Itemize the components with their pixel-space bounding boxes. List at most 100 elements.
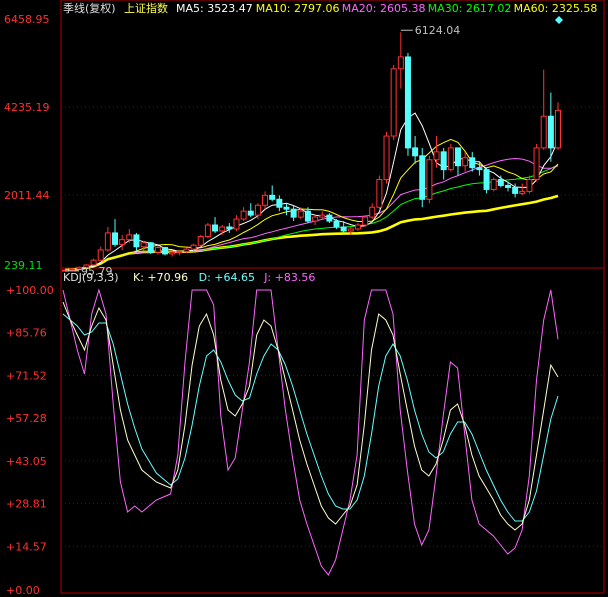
kdj-tick-label: +100.00 [6, 284, 54, 297]
price-tick-label: 239.11 [4, 259, 43, 272]
kdj-d-line [62, 313, 559, 522]
current-marker-icon [555, 16, 563, 24]
kdj-tick-label: +14.57 [6, 540, 47, 553]
candle-body [162, 247, 169, 255]
price-title: 季线(复权) [63, 1, 116, 15]
candle-body [269, 194, 276, 200]
candle-body [319, 214, 326, 218]
candle-body [262, 194, 269, 206]
kdj-lines [62, 288, 559, 576]
candle-body [362, 216, 369, 226]
candle-body [462, 157, 469, 167]
ma60-line [64, 194, 559, 272]
candle-body [133, 234, 140, 248]
kdj-panel-border [60, 267, 605, 594]
candle-body [76, 266, 83, 270]
candle-body [297, 210, 304, 218]
candle-body [219, 226, 226, 232]
candle-body [126, 234, 133, 241]
candle-body [533, 147, 540, 181]
kdj-title: KDJ(9,3,3) [63, 271, 119, 284]
candle-body [312, 216, 319, 222]
kdj-legend-item: K: +70.96 [133, 271, 188, 284]
candle-body [197, 235, 204, 246]
candle-body [483, 169, 490, 190]
ma-legend-item: MA20: 2605.38 [342, 2, 426, 15]
kdj-tick-label: +0.00 [6, 584, 40, 597]
candle-body [97, 249, 104, 261]
kdj-tick-label: +85.76 [6, 327, 47, 340]
ma10-line [64, 138, 559, 271]
kdj-j-line [62, 288, 559, 576]
ma-legend-item: MA30: 2617.02 [428, 2, 512, 15]
candle-body [204, 224, 211, 237]
candle-body [190, 244, 197, 250]
candlestick-series [62, 32, 561, 272]
candle-body [83, 264, 90, 268]
price-tick-label: 6458.95 [4, 13, 50, 26]
price-header: 季线(复权) 上证指数 MA5: 3523.47 MA10: 2797.06 MA20:… [63, 1, 597, 15]
kdj-axis-labels: +100.00 +85.76 +71.52 +57.28 +43.05 +28.81 +14… [6, 284, 54, 597]
candle-body [147, 242, 154, 253]
candle-body [304, 210, 311, 222]
candle-body [469, 157, 476, 169]
kdj-tick-label: +57.28 [6, 412, 47, 425]
candle-body [412, 147, 419, 157]
candle-body [476, 167, 483, 171]
candle-body [397, 56, 404, 70]
candle-body [426, 159, 433, 200]
price-axis-labels: 6458.95 4235.19 2011.44 239.11 [4, 13, 50, 272]
kdj-tick-label: +43.05 [6, 455, 47, 468]
candle-body [376, 179, 383, 208]
candle-body [119, 239, 126, 245]
kdj-header: KDJ(9,3,3) K: +70.96 D: +64.65 J: +83.56 [63, 271, 315, 284]
candle-body [154, 247, 161, 253]
candle-body [326, 214, 333, 222]
kdj-legend-item: D: +64.65 [199, 271, 255, 284]
candle-body [526, 179, 533, 192]
ma-legend-item: MA60: 2325.58 [514, 2, 598, 15]
candle-body [226, 226, 233, 230]
trough-label: 95.79 [81, 265, 113, 278]
price-tick-label: 4235.19 [4, 101, 50, 114]
candle-body [383, 135, 390, 181]
ma-legend-item: MA10: 2797.06 [256, 2, 340, 15]
kdj-k-line [62, 301, 559, 531]
candle-body [254, 204, 261, 216]
candle-body [440, 151, 447, 171]
candle-body [233, 218, 240, 230]
candle-body [433, 151, 440, 161]
ma-legend-item: MA5: 3523.47 [176, 2, 253, 15]
chart-frame [60, 0, 605, 594]
ma5-line [64, 112, 559, 271]
candle-body [419, 155, 426, 200]
candle-body [454, 147, 461, 167]
price-subtitle: 上证指数 [124, 1, 168, 15]
candle-body [547, 115, 554, 149]
kdj-legend-item: J: +83.56 [263, 271, 315, 284]
candle-body [240, 210, 247, 220]
candle-body [247, 210, 254, 216]
kdj-grid [61, 332, 604, 547]
candle-body [404, 56, 411, 149]
candle-body [519, 190, 526, 194]
candle-body [90, 259, 97, 266]
candle-body [283, 206, 290, 210]
candle-body [169, 251, 176, 255]
candle-body [347, 228, 354, 232]
candle-body [447, 147, 454, 171]
candle-body [369, 206, 376, 218]
price-grid [61, 106, 604, 196]
price-tick-label: 2011.44 [4, 189, 50, 202]
candle-body [140, 242, 147, 248]
candle-body [555, 109, 561, 149]
candle-body [112, 232, 119, 245]
moving-average-lines [64, 112, 559, 272]
candle-body [176, 251, 183, 254]
candle-body [276, 198, 283, 208]
ma20-line [64, 157, 559, 271]
kdj-tick-label: +28.81 [6, 498, 47, 511]
candle-body [183, 248, 190, 253]
kdj-tick-label: +71.52 [6, 369, 47, 382]
